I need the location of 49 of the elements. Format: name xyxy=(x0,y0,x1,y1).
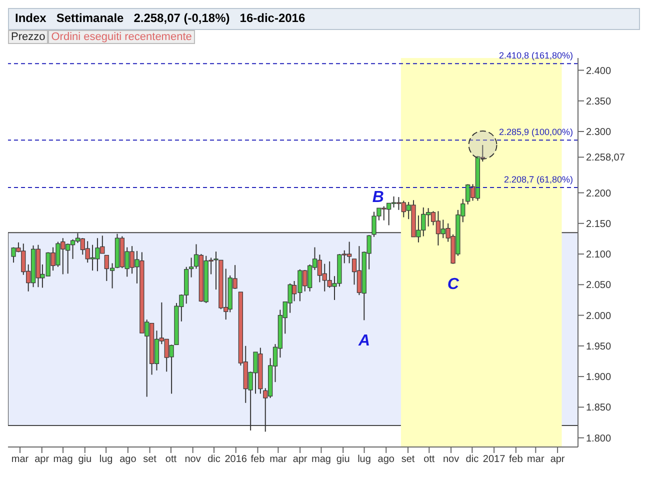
x-tick-label: lug xyxy=(99,454,113,466)
ref-line-label: 2.208,7 (61,80%) xyxy=(504,174,574,184)
x-tick-label: nov xyxy=(442,454,460,466)
y-tick-label: 1.800 xyxy=(586,433,612,444)
x-tick-label: giu xyxy=(336,454,350,466)
y-tick-label: 2.258,07 xyxy=(586,152,626,164)
y-tick-label: 2.100 xyxy=(586,250,612,261)
x-tick-label: lug xyxy=(358,454,371,466)
y-tick-label: 1.850 xyxy=(586,402,612,414)
y-tick-label: 1.900 xyxy=(586,372,612,384)
candlestick xyxy=(189,257,194,278)
x-tick-label: feb xyxy=(508,454,524,466)
x-tick-label: mag xyxy=(311,454,331,466)
x-tick-label: 2016 xyxy=(224,454,248,466)
x-tick-label: set xyxy=(401,454,415,466)
x-tick-label: ott xyxy=(165,454,177,466)
y-tick-label: 2.200 xyxy=(586,188,612,200)
x-tick-label: ago xyxy=(378,454,395,466)
x-tick-label: feb xyxy=(250,454,266,466)
x-tick-label: dic xyxy=(466,454,479,466)
x-tick-label: dic xyxy=(208,454,220,466)
y-tick-label: 2.050 xyxy=(586,280,612,292)
text: Prezzo xyxy=(8,30,48,44)
y-tick-label: 2.350 xyxy=(586,96,612,108)
annotation: A xyxy=(357,332,370,350)
x-tick-label: apr xyxy=(292,454,308,466)
y-tick-label: 2.400 xyxy=(586,66,612,77)
x-tick-label: ott xyxy=(424,454,435,466)
x-tick-label: mar xyxy=(11,454,30,466)
y-tick-label: 2.300 xyxy=(586,127,612,138)
x-tick-label: ago xyxy=(120,454,137,466)
ref-line-label: 2.410,8 (161,80%) xyxy=(498,50,573,61)
x-tick-label: nov xyxy=(184,454,201,466)
ref-line-label: 2.285,9 (100,00%) xyxy=(498,127,573,138)
y-tick-label: 1.950 xyxy=(586,341,612,352)
chart-title: Index Settimanale 2.258,07 (-0,18%) 16-dic-2016 xyxy=(8,8,640,30)
annotation: C xyxy=(447,276,460,294)
annotation: B xyxy=(372,189,384,206)
x-tick-label: mar xyxy=(527,454,545,466)
x-tick-label: set xyxy=(143,454,157,466)
x-tick-label: mag xyxy=(53,454,73,466)
x-tick-label: apr xyxy=(550,454,566,466)
text: Ordini eseguiti recentemente xyxy=(48,30,195,44)
y-tick-label: 2.150 xyxy=(586,218,612,230)
x-tick-label: apr xyxy=(34,454,50,466)
x-tick-label: 2017 xyxy=(482,454,506,466)
x-tick-label: giu xyxy=(78,454,92,466)
y-tick-label: 2.000 xyxy=(586,310,612,322)
x-tick-label: mar xyxy=(270,454,288,466)
